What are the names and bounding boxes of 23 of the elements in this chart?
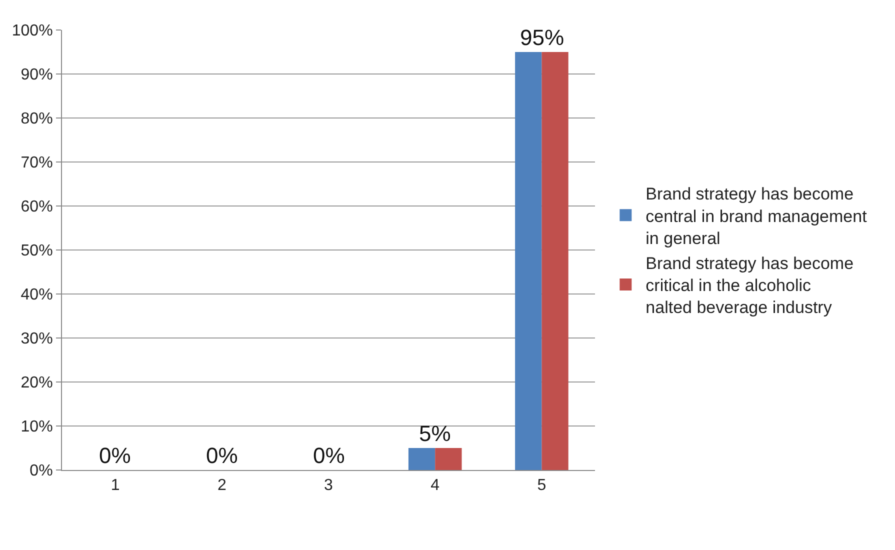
x-tick-label: 4: [430, 477, 440, 494]
y-tick-label: 50%: [20, 242, 53, 260]
y-tick-label: 0%: [30, 462, 53, 480]
x-tick-label: 3: [324, 477, 334, 494]
x-tick-label: 1: [110, 477, 120, 494]
y-tick-label: 30%: [20, 330, 53, 348]
annotation: 0%: [99, 443, 131, 468]
annotation: 0%: [206, 443, 238, 468]
y-tick-label: 100%: [12, 22, 53, 40]
y-tick-label: 40%: [20, 286, 53, 304]
x-tick-label: 2: [217, 477, 226, 494]
annotation: 0%: [313, 443, 345, 468]
y-tick-label: 80%: [20, 110, 53, 128]
annotation: 5%: [419, 421, 451, 446]
y-tick-label: 10%: [20, 418, 53, 436]
legend-label: Brand strategy has become critical in the alcoholic nalted beverage industry: [646, 254, 854, 318]
y-tick-label: 60%: [20, 198, 53, 216]
y-tick-label: 90%: [20, 66, 53, 84]
y-tick-label: 20%: [20, 374, 53, 392]
x-tick-label: 5: [537, 477, 546, 494]
y-tick-label: 70%: [20, 154, 53, 172]
legend-label: Brand strategy has become central in brand management in general: [646, 184, 868, 248]
annotation: 95%: [520, 25, 564, 50]
